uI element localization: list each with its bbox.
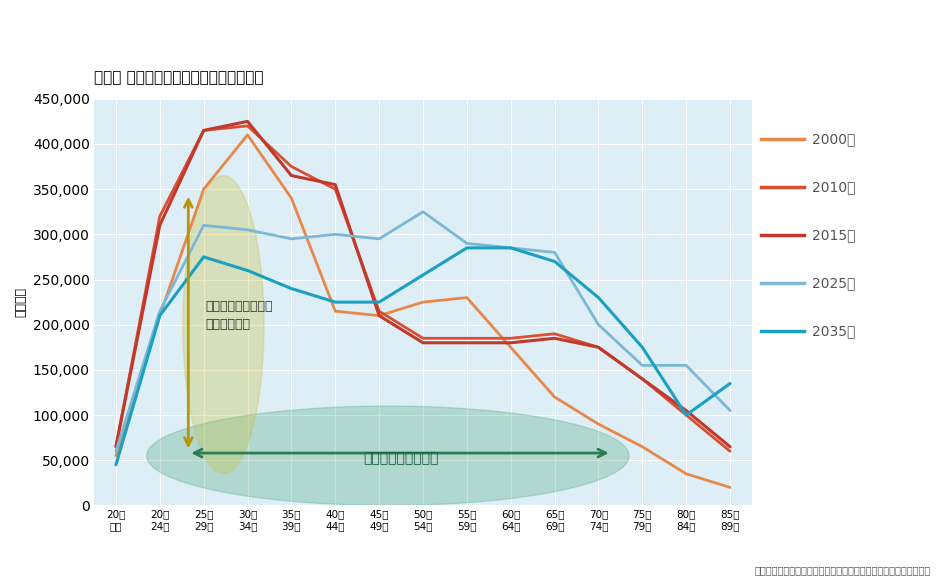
Text: 年齢層の限定された
世帯数が多い: 年齢層の限定された 世帯数が多い xyxy=(206,300,274,331)
2035年 xyxy=(636,344,648,351)
2000年 xyxy=(198,186,210,193)
2015年 xyxy=(417,339,429,346)
2010年 xyxy=(242,123,253,130)
2010年 xyxy=(330,186,341,193)
Text: 2015年: 2015年 xyxy=(812,228,855,242)
2025年 xyxy=(636,362,648,369)
Text: 年齢別 貸家世帯構成比の推計（東京都）: 年齢別 貸家世帯構成比の推計（東京都） xyxy=(94,70,263,85)
2035年 xyxy=(110,461,121,468)
2015年 xyxy=(330,181,341,188)
2035年 xyxy=(549,258,560,265)
2000年 xyxy=(681,471,692,478)
2015年 xyxy=(593,344,604,351)
Ellipse shape xyxy=(182,175,264,474)
Text: ■  入居者層の多様化が進む: ■ 入居者層の多様化が進む xyxy=(21,31,204,52)
2025年 xyxy=(286,235,297,242)
2035年 xyxy=(242,267,253,274)
Line: 2010年: 2010年 xyxy=(116,126,730,451)
2035年 xyxy=(373,299,384,306)
2015年 xyxy=(110,443,121,450)
2000年 xyxy=(154,312,165,319)
Line: 2015年: 2015年 xyxy=(116,121,730,447)
2035年 xyxy=(462,245,473,252)
2010年 xyxy=(593,344,604,351)
2025年 xyxy=(417,208,429,215)
2010年 xyxy=(636,375,648,382)
2035年 xyxy=(593,294,604,301)
2010年 xyxy=(725,448,736,455)
Line: 2025年: 2025年 xyxy=(116,211,730,451)
2000年 xyxy=(110,452,121,459)
2000年 xyxy=(505,344,516,351)
2000年 xyxy=(462,294,473,301)
2010年 xyxy=(373,308,384,315)
2015年 xyxy=(681,407,692,414)
2025年 xyxy=(593,321,604,328)
2025年 xyxy=(549,249,560,256)
2035年 xyxy=(505,245,516,252)
2015年 xyxy=(154,222,165,229)
2015年 xyxy=(725,443,736,450)
Line: 2000年: 2000年 xyxy=(116,135,730,487)
2000年 xyxy=(373,312,384,319)
2000年 xyxy=(286,195,297,202)
2035年 xyxy=(681,411,692,418)
2000年 xyxy=(593,421,604,428)
2015年 xyxy=(549,335,560,342)
2000年 xyxy=(636,443,648,450)
Text: 年齢層が横に広がる: 年齢層が横に広がる xyxy=(364,451,439,465)
2035年 xyxy=(154,312,165,319)
Ellipse shape xyxy=(147,406,629,505)
2025年 xyxy=(681,362,692,369)
2025年 xyxy=(198,222,210,229)
2025年 xyxy=(242,227,253,234)
Text: 2025年: 2025年 xyxy=(812,276,855,290)
2025年 xyxy=(505,245,516,252)
2010年 xyxy=(417,335,429,342)
2025年 xyxy=(462,240,473,247)
2010年 xyxy=(549,330,560,337)
2000年 xyxy=(417,299,429,306)
2010年 xyxy=(286,163,297,170)
2010年 xyxy=(462,335,473,342)
2010年 xyxy=(198,127,210,134)
2010年 xyxy=(505,335,516,342)
2015年 xyxy=(373,312,384,319)
2035年 xyxy=(286,285,297,292)
Text: 2000年: 2000年 xyxy=(812,132,855,146)
2025年 xyxy=(110,448,121,455)
2025年 xyxy=(373,235,384,242)
2000年 xyxy=(330,308,341,315)
2035年 xyxy=(198,253,210,260)
Text: 2010年: 2010年 xyxy=(812,180,855,194)
2000年 xyxy=(725,484,736,491)
2035年 xyxy=(725,380,736,387)
2025年 xyxy=(154,308,165,315)
2015年 xyxy=(636,375,648,382)
Line: 2035年: 2035年 xyxy=(116,248,730,465)
2015年 xyxy=(462,339,473,346)
2035年 xyxy=(330,299,341,306)
2000年 xyxy=(242,131,253,138)
2015年 xyxy=(505,339,516,346)
2010年 xyxy=(681,411,692,418)
2015年 xyxy=(286,172,297,179)
2025年 xyxy=(330,231,341,238)
Text: 2035年: 2035年 xyxy=(812,324,855,338)
2015年 xyxy=(242,118,253,125)
2015年 xyxy=(198,127,210,134)
2010年 xyxy=(154,213,165,220)
2010年 xyxy=(110,443,121,450)
Y-axis label: （世帯）: （世帯） xyxy=(14,287,27,317)
2000年 xyxy=(549,393,560,400)
2025年 xyxy=(725,407,736,414)
Text: 総務省統計局「人口推計」及び国勢調査より旭化成ホームズが作成: 総務省統計局「人口推計」及び国勢調査より旭化成ホームズが作成 xyxy=(754,565,931,575)
2035年 xyxy=(417,271,429,278)
